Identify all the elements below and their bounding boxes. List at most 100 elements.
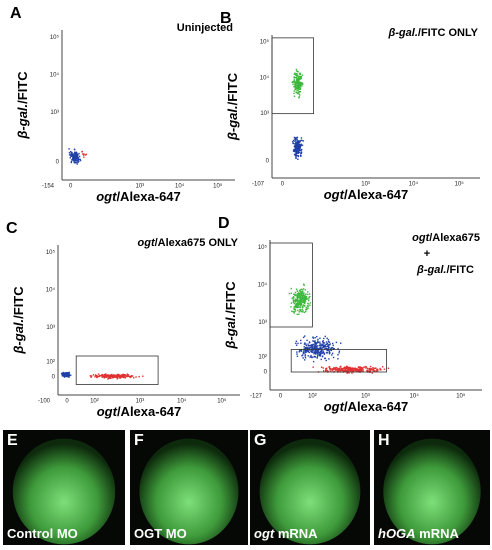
scatter-dot <box>347 367 349 369</box>
scatter-dot <box>300 304 302 307</box>
scatter-dot <box>301 82 304 85</box>
scatter-dot <box>334 367 336 369</box>
scatter-dot <box>301 296 304 298</box>
scatter-dot <box>346 372 348 374</box>
scatter-dot <box>299 300 302 302</box>
axis-corner: -154 <box>42 184 55 190</box>
scatter-dot <box>292 83 294 86</box>
scatter-dot <box>298 151 301 153</box>
scatter-dot <box>301 85 303 87</box>
scatter-dot <box>323 342 326 344</box>
scatter-dot <box>297 87 299 89</box>
scatter-dot <box>304 352 306 354</box>
scatter-dot <box>122 375 125 377</box>
scatter-dot <box>292 142 294 144</box>
scatter-dot <box>79 159 82 162</box>
scatter-dot <box>301 148 303 151</box>
scatter-dot <box>293 86 295 88</box>
scatter-dot <box>369 365 372 368</box>
scatter-dot <box>291 297 293 300</box>
scatter-dot <box>301 83 304 86</box>
scatter-dot <box>358 366 360 368</box>
scatter-dot <box>83 153 85 155</box>
scatter-dot <box>337 358 339 360</box>
scatter-dot <box>293 311 295 313</box>
scatter-dot <box>292 301 295 304</box>
scatter-dot <box>313 340 315 343</box>
scatter-dot <box>343 366 346 368</box>
scatter-dot <box>359 366 361 368</box>
scatter-dot <box>328 352 331 355</box>
scatter-dot <box>302 351 305 354</box>
scatter-dot <box>324 357 326 360</box>
scatter-dot <box>72 157 75 160</box>
scatter-dot <box>368 370 370 373</box>
scatter-dot <box>124 376 127 379</box>
scatter-dot <box>95 374 97 376</box>
scatter-dot <box>308 345 310 347</box>
scatter-dot <box>303 295 306 297</box>
label-part: /Alexa-647 <box>116 189 180 204</box>
scatter-dot <box>335 366 337 369</box>
scatter-dot <box>377 369 379 372</box>
label-part: hOGA <box>378 526 416 541</box>
scatter-dot <box>320 358 323 361</box>
scatter-dot <box>318 347 320 350</box>
scatter-dot <box>78 160 80 163</box>
scatter-dot <box>315 348 318 350</box>
scatter-dot <box>129 375 132 378</box>
scatter-dot <box>297 297 299 300</box>
scatter-dot <box>78 155 81 158</box>
scatter-dot <box>312 360 315 363</box>
scatter-dot <box>327 343 329 346</box>
scatter-dot <box>302 357 304 359</box>
scatter-dot <box>367 368 369 370</box>
scatter-dot <box>313 347 315 350</box>
scatter-dot <box>294 300 297 303</box>
label-part: β-gal. <box>225 105 240 141</box>
scatter-dot <box>298 83 301 86</box>
scatter-dot <box>312 340 314 342</box>
scatter-dot <box>301 288 303 291</box>
scatter-dot <box>308 293 311 295</box>
scatter-dot <box>119 377 121 379</box>
x-tick-label: 10³ <box>136 184 145 190</box>
scatter-dot <box>314 347 316 349</box>
scatter-dot <box>372 368 375 370</box>
scatter-dot <box>295 83 297 86</box>
scatter-dot <box>306 298 309 300</box>
scatter-dot <box>311 356 313 359</box>
scatter-dot <box>318 353 321 356</box>
scatter-dot <box>328 341 331 343</box>
scatter-dot <box>362 368 364 371</box>
scatter-dot <box>112 375 115 378</box>
gate <box>75 355 159 385</box>
scatter-dot <box>76 159 79 161</box>
scatter-dot <box>379 367 381 370</box>
scatter-dot <box>115 376 118 378</box>
scatter-dot <box>316 335 318 338</box>
scatter-dot <box>142 375 144 377</box>
scatter-dot <box>77 157 79 160</box>
scatter-dot <box>332 347 335 349</box>
scatter-dot <box>64 373 67 375</box>
scatter-dot <box>296 306 298 308</box>
scatter-dot <box>311 349 313 351</box>
embryo <box>383 438 481 545</box>
scatter-dot <box>292 311 295 313</box>
scatter-dot <box>312 350 314 352</box>
image-letter: E <box>7 432 18 449</box>
scatter-dot <box>300 77 302 79</box>
scatter-dot <box>305 297 308 299</box>
scatter-dot <box>75 157 77 160</box>
scatter-dot <box>110 374 112 376</box>
scatter-dot <box>135 376 137 378</box>
scatter-dot <box>303 311 306 314</box>
scatter-dot <box>301 300 303 302</box>
scatter-dot <box>298 91 300 94</box>
scatter-dot <box>81 150 83 153</box>
scatter-dot <box>306 346 308 349</box>
scatter-dot <box>296 302 299 304</box>
scatter-dot <box>295 306 297 308</box>
scatter-dot <box>298 296 300 299</box>
